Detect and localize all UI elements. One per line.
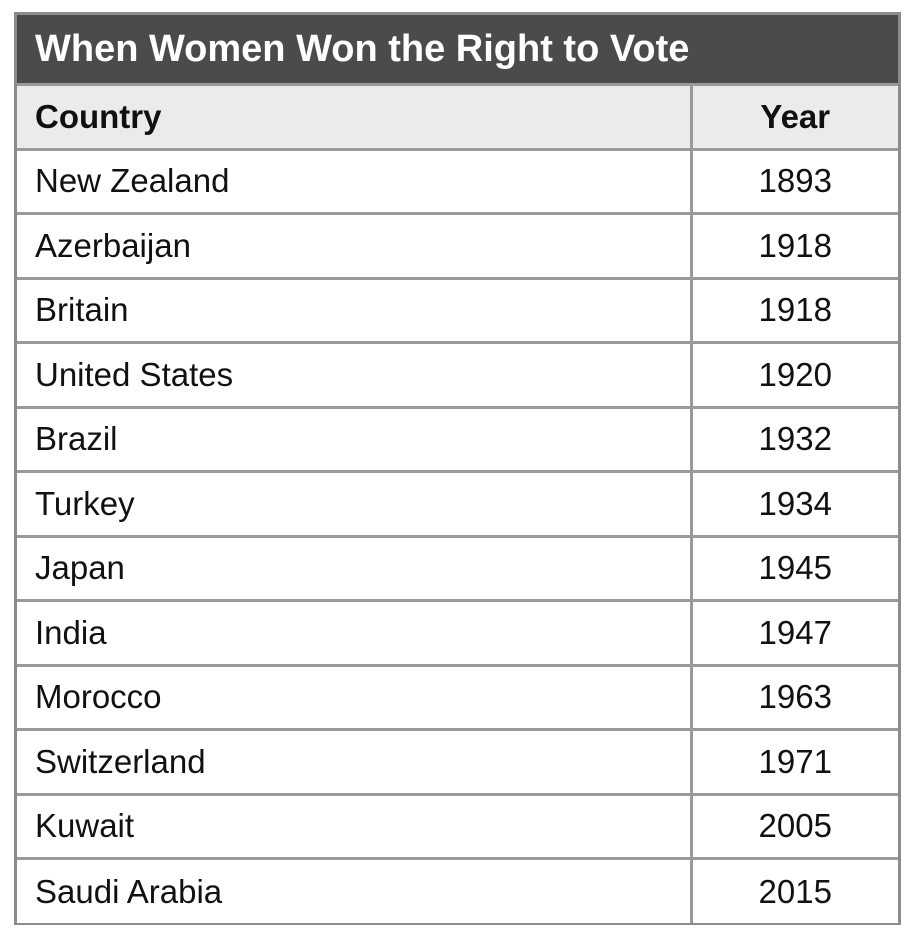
country-cell: Brazil <box>17 405 693 472</box>
table-body: New Zealand 1893 Azerbaijan 1918 Britain 1918… <box>17 147 898 923</box>
year-cell: 1918 <box>691 276 898 343</box>
header-row: Country Year <box>17 83 898 149</box>
vote-table: Country Year New Zealand 1893 Azerbaijan 19… <box>17 83 898 923</box>
year-cell: 2015 <box>691 857 898 923</box>
country-cell: Turkey <box>17 470 693 536</box>
column-header-year: Year <box>691 83 898 149</box>
year-cell: 1893 <box>691 147 898 214</box>
year-cell: 1945 <box>691 534 898 601</box>
table-row: Britain 1918 <box>17 276 898 343</box>
country-cell: United States <box>17 341 693 407</box>
column-header-country: Country <box>17 83 693 149</box>
table-row: Switzerland 1971 <box>17 728 898 794</box>
table-row: Saudi Arabia 2015 <box>17 857 898 923</box>
country-cell: New Zealand <box>17 147 693 214</box>
year-cell: 1971 <box>691 728 898 794</box>
country-cell: Saudi Arabia <box>17 857 693 923</box>
table-row: Brazil 1932 <box>17 405 898 472</box>
table-title: When Women Won the Right to Vote <box>17 15 898 83</box>
year-cell: 1920 <box>691 341 898 407</box>
year-cell: 1963 <box>691 663 898 730</box>
country-cell: Kuwait <box>17 792 693 859</box>
table-row: New Zealand 1893 <box>17 147 898 214</box>
country-cell: Japan <box>17 534 693 601</box>
vote-table-frame: When Women Won the Right to Vote Country… <box>14 12 901 925</box>
country-cell: Britain <box>17 276 693 343</box>
table-row: Turkey 1934 <box>17 470 898 536</box>
country-cell: India <box>17 599 693 665</box>
table-row: Azerbaijan 1918 <box>17 212 898 278</box>
country-cell: Morocco <box>17 663 693 730</box>
year-cell: 1932 <box>691 405 898 472</box>
year-cell: 2005 <box>691 792 898 859</box>
country-cell: Switzerland <box>17 728 693 794</box>
table-row: Morocco 1963 <box>17 663 898 730</box>
table-row: India 1947 <box>17 599 898 665</box>
table-row: United States 1920 <box>17 341 898 407</box>
year-cell: 1934 <box>691 470 898 536</box>
country-cell: Azerbaijan <box>17 212 693 278</box>
table-row: Kuwait 2005 <box>17 792 898 859</box>
year-cell: 1947 <box>691 599 898 665</box>
table-row: Japan 1945 <box>17 534 898 601</box>
year-cell: 1918 <box>691 212 898 278</box>
